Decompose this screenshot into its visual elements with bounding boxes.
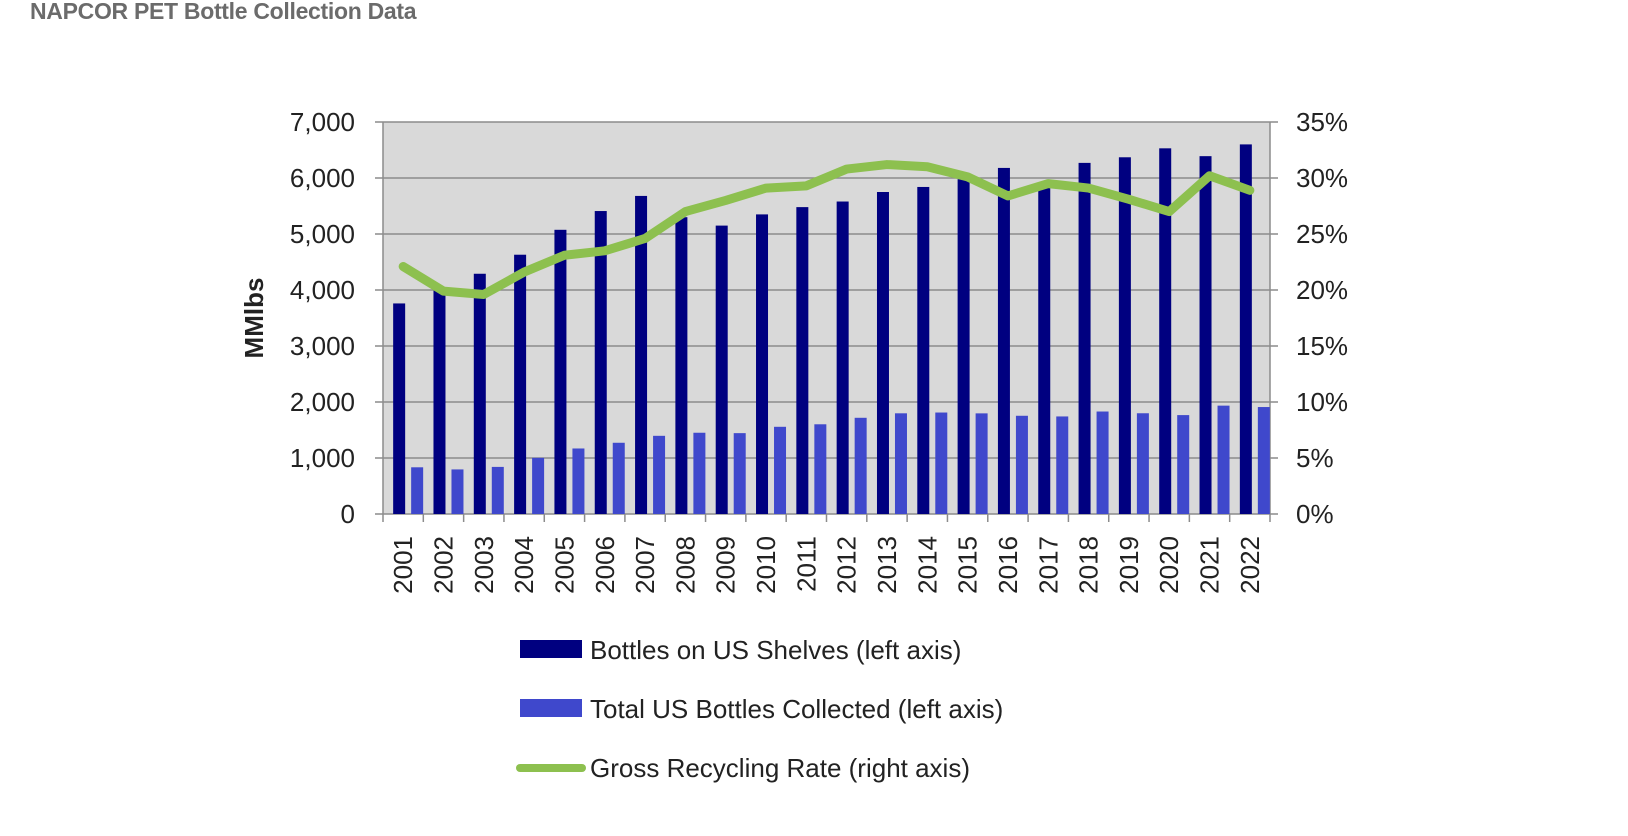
- bar-collected: [693, 432, 706, 514]
- y-axis-label: MMlbs: [239, 278, 269, 359]
- bar-collected: [532, 457, 545, 514]
- x-tick-label: 2006: [590, 536, 620, 594]
- x-tick-label: 2017: [1033, 536, 1063, 594]
- bar-shelves: [635, 195, 648, 515]
- x-tick-label: 2010: [751, 536, 781, 594]
- x-tick-label: 2018: [1074, 536, 1104, 594]
- x-tick-label: 2020: [1154, 536, 1184, 594]
- legend-label: Total US Bottles Collected (left axis): [590, 694, 1003, 724]
- y-tick-label: 3,000: [290, 331, 355, 361]
- y-tick-label: 5,000: [290, 219, 355, 249]
- bar-shelves: [1078, 162, 1091, 514]
- bar-collected: [1177, 415, 1190, 514]
- bar-collected: [572, 448, 585, 514]
- x-tick-label: 2009: [711, 536, 741, 594]
- y2-tick-label: 0%: [1296, 499, 1334, 529]
- bar-collected: [1096, 411, 1109, 514]
- bar-shelves: [917, 186, 930, 514]
- bar-shelves: [1118, 157, 1131, 514]
- x-tick-label: 2021: [1195, 536, 1225, 594]
- y2-tick-label: 30%: [1296, 163, 1348, 193]
- bar-collected: [1136, 413, 1149, 514]
- legend-swatch: [520, 699, 582, 717]
- line-recycling-rate: [398, 160, 1255, 299]
- x-tick-label: 2007: [630, 536, 660, 594]
- x-tick-label: 2016: [993, 536, 1023, 594]
- x-tick-label: 2015: [953, 536, 983, 594]
- bar-shelves: [433, 290, 446, 514]
- bar-collected: [774, 426, 787, 514]
- x-tick-label: 2022: [1235, 536, 1265, 594]
- bar-shelves: [1199, 156, 1212, 514]
- bar-shelves: [836, 201, 849, 514]
- bar-shelves: [554, 229, 567, 515]
- bar-collected: [1056, 416, 1069, 514]
- y2-tick-label: 20%: [1296, 275, 1348, 305]
- bar-shelves: [796, 207, 809, 514]
- y-tick-label: 7,000: [290, 107, 355, 137]
- bar-collected: [1217, 405, 1230, 514]
- bar-collected: [612, 442, 625, 514]
- page-title: NAPCOR PET Bottle Collection Data: [30, 0, 417, 24]
- legend-label: Bottles on US Shelves (left axis): [590, 635, 961, 665]
- bar-collected: [935, 412, 948, 514]
- x-tick-label: 2004: [509, 536, 539, 594]
- y2-tick-label: 25%: [1296, 219, 1348, 249]
- bar-shelves: [514, 254, 527, 514]
- x-tick-label: 2005: [549, 536, 579, 594]
- bar-collected: [411, 467, 424, 514]
- y2-tick-label: 5%: [1296, 443, 1334, 473]
- x-tick-label: 2012: [832, 536, 862, 594]
- bar-collected: [451, 469, 464, 514]
- y-tick-label: 6,000: [290, 163, 355, 193]
- bar-shelves: [1159, 148, 1172, 514]
- x-tick-label: 2001: [388, 536, 418, 594]
- bar-collected: [733, 433, 746, 514]
- bar-shelves: [876, 192, 889, 514]
- y-tick-label: 0: [341, 499, 355, 529]
- bar-collected: [854, 417, 867, 514]
- y2-tick-label: 35%: [1296, 107, 1348, 137]
- bar-shelves: [594, 211, 607, 515]
- x-tick-label: 2011: [791, 536, 821, 592]
- x-tick-label: 2002: [428, 536, 458, 594]
- y-tick-label: 4,000: [290, 275, 355, 305]
- bar-collected: [894, 413, 907, 514]
- bar-shelves: [675, 217, 688, 514]
- x-tick-label: 2019: [1114, 536, 1144, 594]
- y2-tick-label: 15%: [1296, 331, 1348, 361]
- y2-tick-label: 10%: [1296, 387, 1348, 417]
- bar-collected: [814, 424, 827, 514]
- bar-shelves: [1239, 144, 1252, 514]
- bar-shelves: [1038, 185, 1051, 514]
- bar-shelves: [997, 167, 1010, 515]
- bar-collected: [1015, 415, 1028, 514]
- x-tick-label: 2008: [670, 536, 700, 594]
- legend-swatch: [520, 640, 582, 658]
- bar-shelves: [393, 303, 406, 514]
- bar-collected: [1257, 407, 1270, 514]
- x-tick-label: 2014: [912, 536, 942, 594]
- x-tick-label: 2003: [469, 536, 499, 594]
- bar-collected: [975, 413, 988, 514]
- bar-shelves: [473, 273, 486, 514]
- y-tick-label: 1,000: [290, 443, 355, 473]
- bar-collected: [491, 466, 504, 514]
- legend-label: Gross Recycling Rate (right axis): [590, 753, 970, 783]
- bar-collected: [653, 435, 666, 514]
- bar-shelves: [715, 225, 728, 514]
- bar-shelves: [957, 179, 970, 514]
- bar-shelves: [756, 214, 769, 514]
- x-tick-label: 2013: [872, 536, 902, 594]
- y-tick-label: 2,000: [290, 387, 355, 417]
